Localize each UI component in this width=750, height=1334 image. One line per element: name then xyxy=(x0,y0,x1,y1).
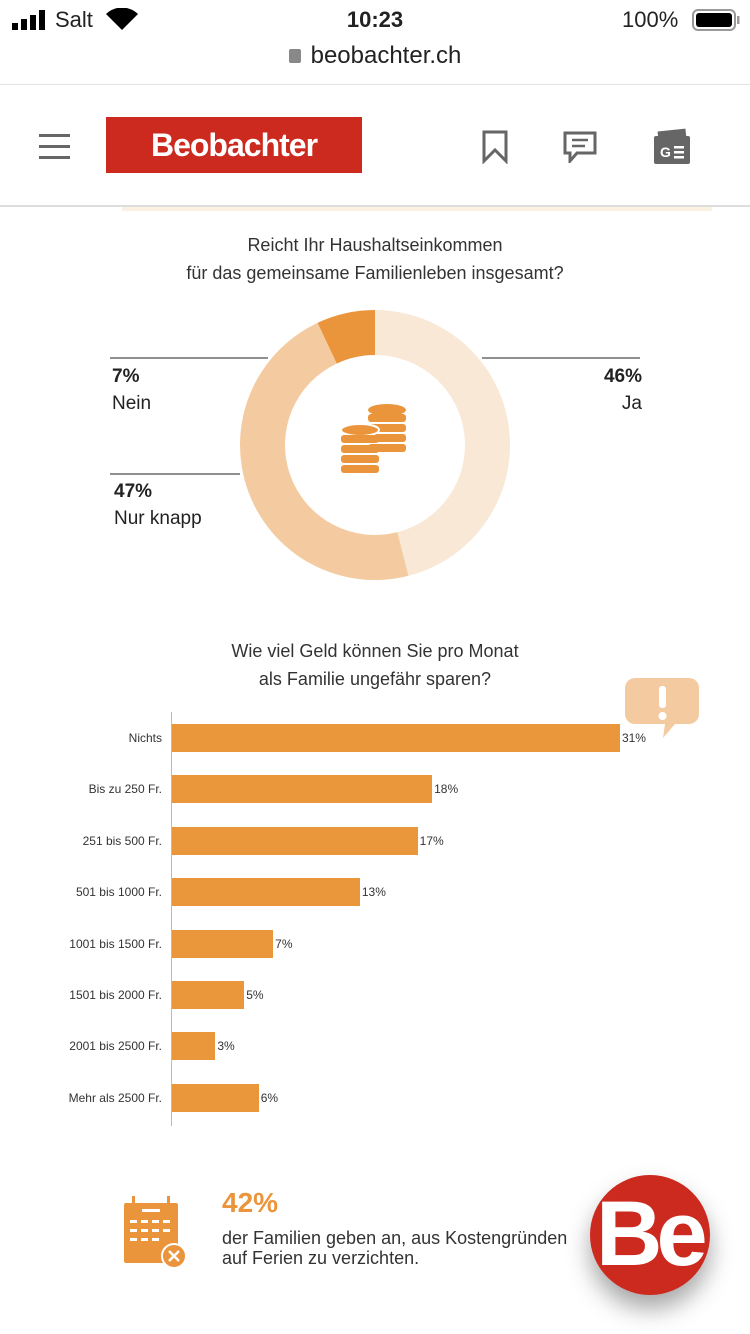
bar-value-label: 5% xyxy=(246,988,264,1002)
beobachter-badge-button[interactable]: Be xyxy=(590,1175,710,1295)
bar-value-label: 7% xyxy=(275,936,293,951)
bar-category-label: 2001 bis 2500 Fr. xyxy=(69,1039,162,1054)
donut-slice-ja xyxy=(375,310,510,576)
bar-value-label: 31% xyxy=(621,731,646,745)
bookmark-icon[interactable] xyxy=(482,130,508,164)
bar-category-label: Nichts xyxy=(128,731,162,745)
ja-label: Ja xyxy=(621,393,642,414)
bar-category-label: Bis zu 250 Fr. xyxy=(88,782,162,797)
site-header xyxy=(0,84,750,207)
clock: 10:23 xyxy=(346,7,404,32)
bar-value-label: 13% xyxy=(361,885,386,900)
comment-icon[interactable] xyxy=(563,131,597,163)
bar xyxy=(172,1032,216,1061)
url-bar[interactable]: beobachter.ch xyxy=(0,42,750,70)
url-text: beobachter.ch xyxy=(310,42,462,69)
carrier: Salt xyxy=(55,7,93,32)
epaper-icon[interactable]: G xyxy=(652,128,692,164)
calendar-cancel-icon xyxy=(124,1196,187,1269)
bar-chart-title: Wie viel Geld können Sie pro Monat als Fa… xyxy=(231,641,519,689)
bar-value-label: 17% xyxy=(419,833,444,848)
bar xyxy=(172,878,360,907)
donut-slice-nein xyxy=(317,310,375,364)
nein-pct: 7% xyxy=(112,366,140,387)
bar-category-label: 1501 bis 2000 Fr. xyxy=(69,988,162,1002)
nein-label: Nein xyxy=(112,393,152,414)
fact-value: 42% xyxy=(222,1187,279,1218)
signal-icon xyxy=(12,10,45,30)
nur-knapp-label: Nur knapp xyxy=(114,508,202,529)
bar xyxy=(172,724,620,752)
ja-pct: 46% xyxy=(603,366,642,387)
bar xyxy=(172,826,418,855)
donut-question: Reicht Ihr Haushaltseinkommen für das gem… xyxy=(186,235,564,283)
content-divider xyxy=(122,207,712,211)
bar xyxy=(172,775,433,804)
beobachter-logo[interactable]: Beobachter xyxy=(106,117,362,173)
nur-knapp-pct: 47% xyxy=(114,481,153,502)
lock-icon xyxy=(288,49,301,63)
battery-icon xyxy=(692,9,740,31)
bar-category-label: 1001 bis 1500 Fr. xyxy=(69,936,162,951)
coins-icon xyxy=(340,404,406,473)
badge-text: Be xyxy=(596,1183,708,1285)
fact-text: der Familien geben an, aus Kostengründen… xyxy=(222,1228,568,1268)
bar-category-label: 251 bis 500 Fr. xyxy=(82,833,162,848)
bar xyxy=(172,929,274,958)
bar-value-label: 3% xyxy=(217,1039,235,1054)
bar xyxy=(172,981,245,1009)
bar-axis xyxy=(171,712,172,1126)
menu-icon[interactable] xyxy=(39,134,70,159)
bar-value-label: 6% xyxy=(260,1090,279,1105)
bar xyxy=(172,1083,259,1112)
exclamation-bubble-icon xyxy=(625,678,699,738)
bar-category-label: 501 bis 1000 Fr. xyxy=(75,885,162,900)
donut-chart xyxy=(110,310,640,580)
status-bar: Salt 10:23 100% xyxy=(0,0,750,40)
battery-percent: 100% xyxy=(622,7,679,32)
donut-slice-nur-knapp xyxy=(240,322,409,580)
bar-value-label: 18% xyxy=(434,782,459,797)
wifi-icon xyxy=(106,8,138,30)
bar-category-label: Mehr als 2500 Fr. xyxy=(68,1090,162,1105)
svg-text:G: G xyxy=(660,144,671,160)
